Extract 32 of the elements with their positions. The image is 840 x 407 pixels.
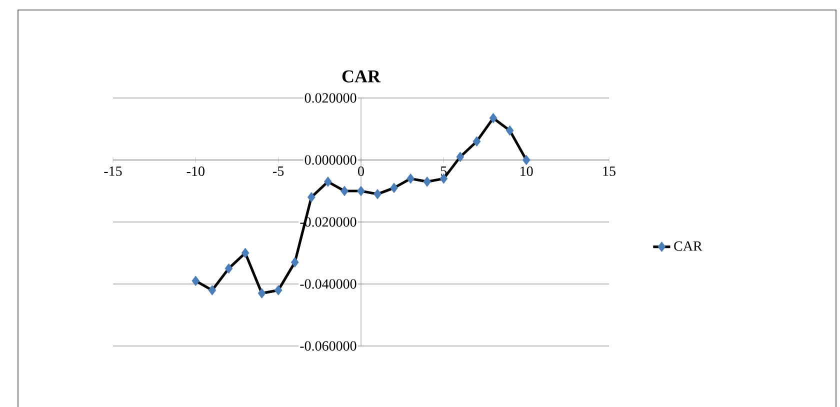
x-tick-label: -5 [273, 166, 284, 176]
y-tick-label: -0.040000 [300, 279, 356, 289]
point [522, 154, 530, 166]
point [506, 125, 514, 136]
chart-title: CAR [342, 70, 381, 82]
x-tick-label: 10 [520, 166, 533, 176]
y-tick-label: -0.060000 [300, 341, 356, 351]
x-tick-label: 0 [358, 166, 364, 176]
point [208, 285, 216, 296]
point [472, 136, 481, 147]
x-tick-label: 15 [603, 166, 616, 176]
point [374, 188, 382, 200]
point [307, 192, 316, 202]
legend-label: CAR [674, 241, 702, 251]
point [489, 112, 498, 124]
point [423, 176, 432, 187]
point [456, 152, 464, 162]
point [357, 186, 365, 196]
point [340, 186, 348, 196]
y-tick-label: 0.020000 [304, 93, 356, 103]
y-tick-label: 0.000000 [304, 155, 356, 165]
point [324, 176, 332, 187]
point [390, 182, 398, 194]
point [406, 173, 415, 184]
point [258, 288, 266, 298]
point [224, 263, 233, 274]
point [192, 276, 200, 286]
point [241, 248, 250, 258]
point [290, 257, 299, 268]
point [274, 285, 282, 296]
x-tick-label: -10 [186, 166, 204, 176]
x-tick-label: -15 [104, 166, 122, 176]
